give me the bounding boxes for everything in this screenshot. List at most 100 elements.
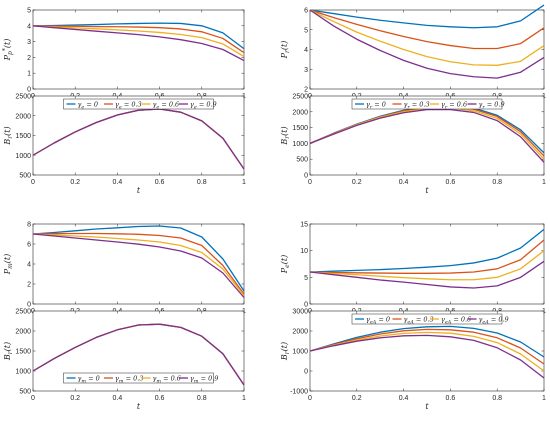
y-tick-label: 6 (304, 8, 308, 15)
series-line-3 (309, 331, 545, 372)
y-axis-label: Pe(t) (280, 255, 291, 274)
legend-entry-4: γr = 0.9 (479, 100, 505, 110)
legend-entry-2: γr = 0.3 (404, 100, 430, 110)
legend-entry-1: γr = 0 (366, 100, 386, 110)
series-line-4 (309, 108, 545, 163)
legend: γm = 0 γm = 0.3 γm = 0.6 γm = 0.9 (63, 372, 218, 384)
axes-frame (309, 223, 545, 305)
series-line-4 (309, 334, 545, 379)
y-tick-label: 2000 (15, 329, 31, 336)
x-tick-label: 1 (242, 395, 246, 402)
x-tick-label: 0.8 (492, 179, 502, 186)
series-line-3 (32, 233, 245, 296)
x-tick-label: 0 (308, 395, 312, 402)
y-tick-label: 2 (27, 55, 31, 62)
x-tick-label: 0.8 (492, 395, 502, 402)
series-line-4 (309, 9, 545, 79)
legend-entry-2: γe = 0.3 (115, 100, 142, 110)
y-tick-label: 1000 (15, 369, 31, 376)
x-tick-label: 0 (308, 179, 312, 186)
series-line-2 (309, 239, 545, 274)
y-tick-label: 1000 (292, 349, 308, 356)
x-tick-label: 0.4 (113, 395, 123, 402)
y-tick-label: 500 (19, 173, 31, 180)
x-tick-label: 1 (242, 179, 246, 186)
panel-2: 500 1000 1500 2000 2500 0 0.2 0.4 0.6 0.8 1 Br(t) t γ… (3, 94, 246, 196)
legend-entry-1: γm = 0 (78, 374, 100, 384)
legend-box (63, 372, 214, 384)
y-tick-label: 1500 (292, 125, 308, 132)
y-tick-label: 500 (19, 389, 31, 396)
x-axis-label: t (137, 186, 141, 195)
x-tick-label: 1 (542, 395, 546, 402)
x-tick-label: 0.2 (70, 179, 80, 186)
y-tick-label: 5 (27, 8, 31, 15)
legend-entry-3: γeA = 0.6 (441, 315, 471, 325)
x-tick-label: 0 (31, 395, 35, 402)
series-line-3 (32, 25, 245, 58)
y-tick-label: 5 (304, 275, 308, 282)
y-tick-label: 2000 (15, 113, 31, 120)
legend: γr = 0 γr = 0.3 γr = 0.6 γr = 0.9 (351, 98, 505, 110)
y-tick-label: 1000 (15, 153, 31, 160)
panel-7: 05101500.20.40.60.81Pe(t) (280, 222, 546, 316)
x-tick-label: 0.6 (155, 395, 165, 402)
legend-entry-4: γm = 0.9 (190, 374, 218, 384)
y-tick-label: 5 (304, 27, 308, 34)
y-tick-label: 4 (304, 47, 308, 54)
y-tick-label: 4 (27, 23, 31, 30)
x-axis-label: t (425, 186, 429, 195)
axes-frame (32, 9, 245, 90)
legend-entry-3: γe = 0.6 (153, 100, 180, 110)
legend-box (351, 98, 503, 110)
y-tick-label: 0 (27, 87, 31, 94)
series-line-2 (309, 328, 545, 365)
x-tick-label: 0.6 (446, 395, 456, 402)
y-tick-label: 1000 (292, 141, 308, 148)
y-tick-label: 3 (27, 39, 31, 46)
y-tick-label: 2 (304, 87, 308, 94)
legend: γe = 0 γe = 0.3 γe = 0.6 γe = 0.9 (63, 98, 217, 110)
y-axis-label: Br(t) (280, 342, 291, 361)
x-tick-label: 0 (31, 179, 35, 186)
x-tick-label: 1 (542, 179, 546, 186)
legend: γeA = 0 γeA = 0.3 γeA = 0.6 γeA = 0.9 (351, 313, 509, 325)
y-axis-label: Pm(t) (3, 254, 14, 276)
series-line-1 (309, 228, 545, 273)
series-line-4 (309, 260, 545, 289)
panel-3: 2345600.20.40.60.81Pr(t) (280, 4, 546, 100)
panel-5: 0246800.20.40.60.81Pm(t) (3, 222, 246, 316)
series-line-4 (32, 323, 245, 386)
y-tick-label: 3 (304, 67, 308, 74)
x-tick-label: 0.4 (399, 395, 409, 402)
y-tick-label: 0 (27, 302, 31, 309)
x-tick-label: 0.2 (70, 395, 80, 402)
legend-entry-1: γeA = 0 (366, 315, 390, 325)
y-tick-label: 10 (300, 248, 308, 255)
series-line-2 (32, 25, 245, 54)
x-tick-label: 0.8 (197, 179, 207, 186)
x-axis-label: t (137, 402, 141, 411)
series-line-4 (32, 108, 245, 170)
series-line-1 (309, 4, 545, 29)
y-tick-label: 2500 (15, 309, 31, 316)
x-tick-label: 0.4 (113, 179, 123, 186)
series-line-1 (32, 22, 245, 50)
y-tick-label: 3000 (292, 309, 308, 316)
y-tick-label: 6 (27, 242, 31, 249)
x-tick-label: 0.2 (352, 179, 362, 186)
y-tick-label: 0 (304, 173, 308, 180)
y-tick-label: 4 (27, 262, 31, 269)
y-tick-label: 0 (304, 302, 308, 309)
x-axis-label: t (425, 402, 429, 411)
series-line-4 (32, 25, 245, 62)
x-tick-label: 0.8 (197, 395, 207, 402)
y-tick-label: -1000 (290, 389, 308, 396)
y-tick-label: 500 (296, 157, 308, 164)
legend-entry-3: γm = 0.6 (153, 374, 181, 384)
x-tick-label: 0.4 (399, 179, 409, 186)
series-line-2 (32, 232, 245, 295)
y-tick-label: 2000 (292, 329, 308, 336)
y-tick-label: 2500 (292, 94, 308, 101)
